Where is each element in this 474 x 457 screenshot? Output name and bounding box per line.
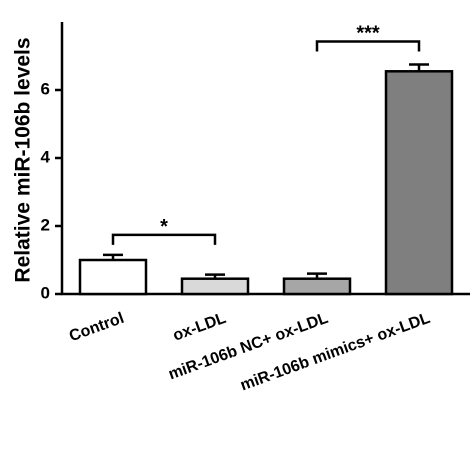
bar bbox=[78, 258, 148, 296]
significance-bracket bbox=[315, 40, 421, 52]
bar bbox=[384, 70, 454, 296]
y-tick-label: 4 bbox=[41, 147, 51, 166]
x-tick-label: Control bbox=[67, 310, 126, 345]
bar bbox=[180, 277, 250, 296]
y-tick-label: 0 bbox=[41, 283, 50, 302]
y-tick-label: 2 bbox=[41, 215, 50, 234]
bar bbox=[282, 277, 352, 296]
x-tick-label: miR-106b mimics+ ox-LDL bbox=[238, 310, 432, 395]
significance-bracket bbox=[111, 233, 217, 245]
y-axis-label: Relative miR-106b levels bbox=[12, 37, 35, 282]
significance-label: * bbox=[160, 216, 168, 238]
x-tick-label: ox-LDL bbox=[171, 310, 229, 345]
significance-label: *** bbox=[356, 23, 380, 45]
y-tick-label: 6 bbox=[41, 79, 50, 98]
